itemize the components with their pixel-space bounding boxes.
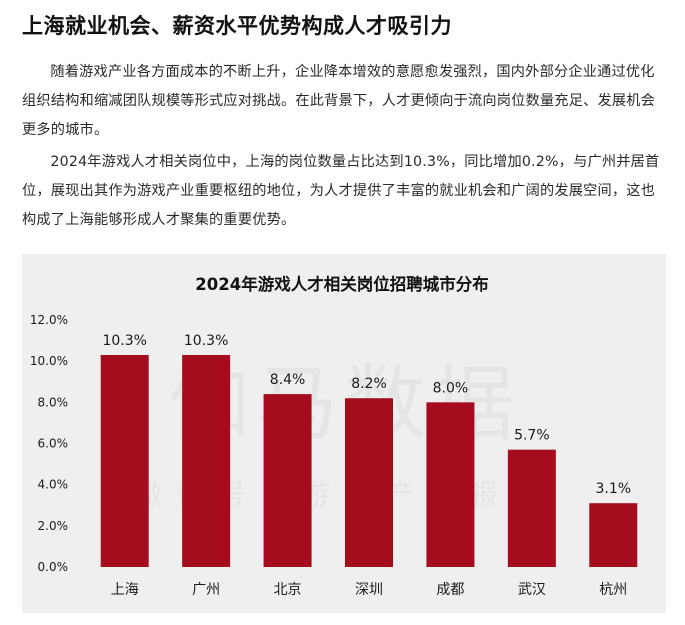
data-label: 10.3% — [102, 333, 146, 349]
x-tick-label: 武汉 — [518, 582, 546, 598]
y-tick-label: 2.0% — [38, 519, 69, 533]
bar-6 — [589, 503, 638, 567]
value-labels: 10.3% 10.3% 8.4% 8.2% 8.0% 5.7% 3.1% — [102, 333, 631, 497]
data-label: 3.1% — [595, 481, 631, 497]
x-tick-label: 成都 — [436, 582, 464, 598]
x-tick-label: 深圳 — [355, 582, 383, 598]
bars — [100, 354, 638, 567]
chart-panel: 伽马数据 微信号：游戏产业报告 2024年游戏人才相关岗位招聘城市分布 0.0%… — [22, 254, 666, 613]
chart-title: 2024年游戏人才相关岗位招聘城市分布 — [195, 274, 488, 294]
x-tick-label: 杭州 — [599, 582, 627, 598]
x-tick-label: 北京 — [274, 582, 302, 598]
y-tick-label: 12.0% — [30, 313, 68, 327]
x-tick-label: 广州 — [192, 582, 220, 598]
y-tick-label: 8.0% — [38, 395, 69, 409]
y-tick-label: 4.0% — [38, 478, 69, 492]
x-axis: 上海 广州 北京 深圳 成都 武汉 杭州 — [111, 582, 628, 598]
body-paragraph-1: 随着游戏产业各方面成本的不断上升，企业降本增效的意愿愈发强烈，国内外部分企业通过… — [22, 64, 656, 138]
bar-5 — [507, 449, 556, 567]
data-label: 5.7% — [514, 428, 550, 444]
y-tick-label: 0.0% — [38, 560, 69, 574]
y-axis: 0.0% 2.0% 4.0% 6.0% 8.0% 10.0% 12.0% — [30, 313, 68, 574]
page-heading: 上海就业机会、薪资水平优势构成人才吸引力 — [22, 14, 452, 38]
bar-0 — [100, 354, 149, 567]
data-label: 10.3% — [184, 333, 228, 349]
bar-1 — [182, 354, 231, 567]
body-paragraph-2: 2024年游戏人才相关岗位中，上海的岗位数量占比达到10.3%，同比增加0.2%… — [22, 154, 660, 228]
y-tick-label: 6.0% — [38, 437, 69, 451]
data-label: 8.4% — [270, 372, 306, 388]
x-tick-label: 上海 — [111, 582, 139, 598]
bar-chart: 伽马数据 微信号：游戏产业报告 2024年游戏人才相关岗位招聘城市分布 0.0%… — [30, 274, 638, 598]
bar-2 — [263, 394, 312, 567]
bar-3 — [345, 398, 393, 567]
data-label: 8.2% — [351, 376, 387, 392]
y-tick-label: 10.0% — [30, 354, 68, 368]
data-label: 8.0% — [433, 380, 469, 396]
bar-4 — [426, 402, 475, 567]
